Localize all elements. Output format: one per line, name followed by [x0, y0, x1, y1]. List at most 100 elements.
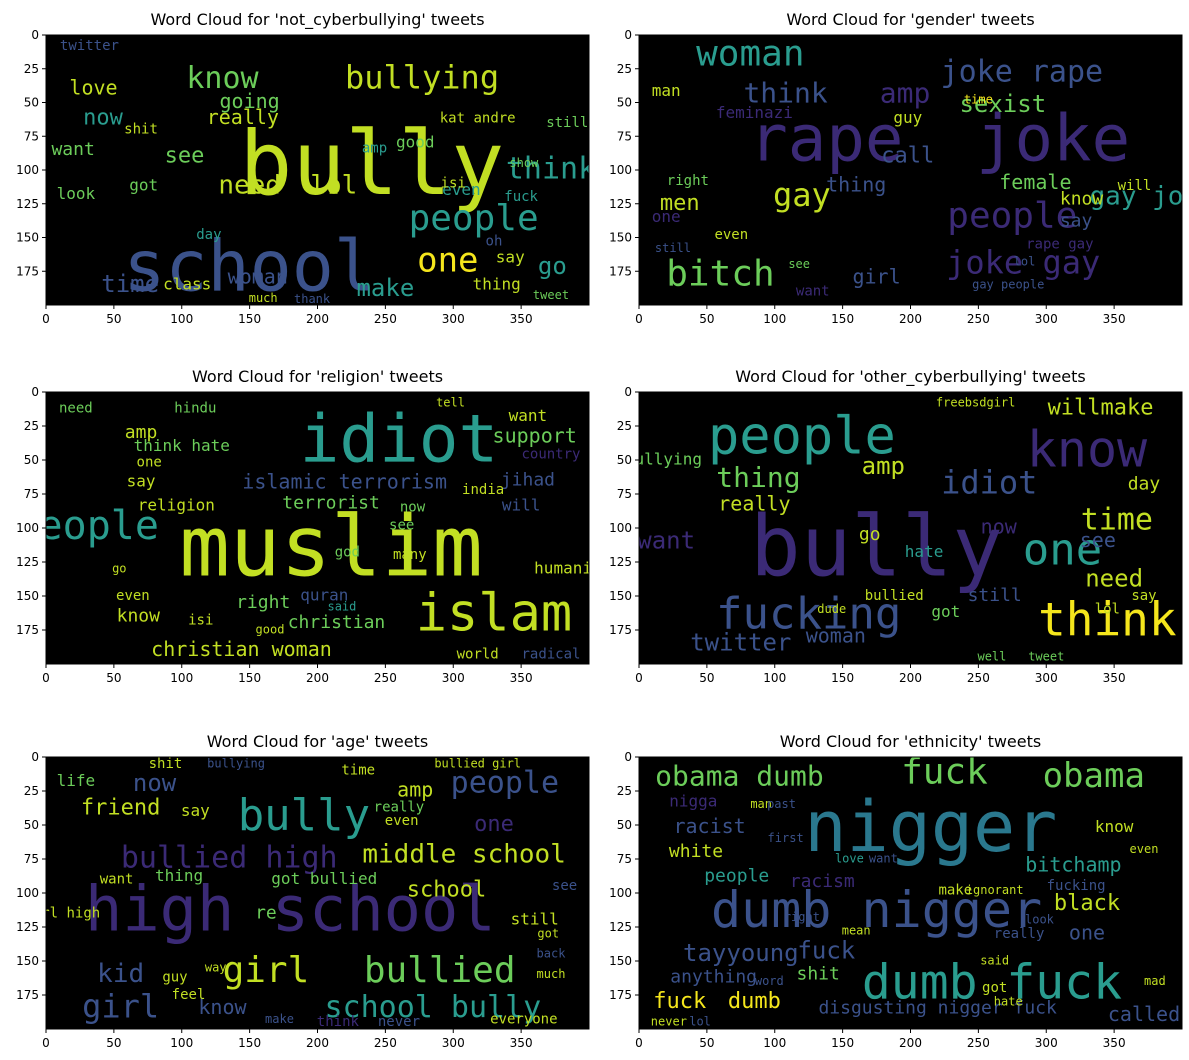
cloud-word: think hate [134, 436, 230, 455]
cloud-word: people [704, 866, 769, 887]
cloud-word: see [389, 517, 414, 533]
x-tick-label: 350 [1103, 312, 1126, 326]
cloud-word: right [784, 910, 820, 924]
y-tick-label: 100 [16, 521, 39, 535]
y-tick-label: 75 [617, 487, 632, 501]
cloud-word: black [1054, 891, 1120, 916]
cloud-word: guy [893, 108, 922, 127]
cloud-word: disgusting nigger fuck [818, 998, 1057, 1019]
cloud-word: class [163, 274, 211, 293]
panel-title: Word Cloud for 'gender' tweets [786, 10, 1034, 29]
cloud-word: middle school [362, 839, 566, 869]
cloud-word: country [521, 447, 580, 463]
cloud-word: bitchamp [1025, 852, 1121, 876]
word-layer: muslim idiot people islam islamic terrorism c… [14, 395, 589, 662]
cloud-word: thing [155, 866, 203, 885]
cloud-word: ignorant [966, 883, 1024, 897]
y-tick-label: 125 [16, 197, 39, 211]
cloud-word: really [374, 799, 425, 815]
cloud-word: got bullied [271, 869, 377, 888]
panel-title: Word Cloud for 'ethnicity' tweets [780, 732, 1041, 751]
cloud-word: religion [138, 496, 215, 515]
wordcloud-panel-6: Word Cloud for 'ethnicity' tweets nigger d… [609, 732, 1183, 1050]
y-tick-label: 125 [16, 920, 39, 934]
cloud-word: will [1118, 178, 1152, 194]
x-tick-label: 200 [899, 1036, 922, 1050]
cloud-word: nigga [669, 791, 717, 810]
cloud-word: fucking [1047, 878, 1106, 894]
cloud-word: bullied high [121, 841, 338, 876]
cloud-word: school bully [325, 990, 542, 1025]
cloud-word: want [796, 284, 830, 300]
cloud-word: tweet [1028, 650, 1064, 664]
y-tick-label: 75 [24, 129, 39, 143]
cloud-word: fuck [653, 989, 706, 1014]
cloud-word: still [546, 115, 588, 131]
cloud-word: idiot [300, 401, 499, 478]
x-tick-label: 150 [238, 671, 261, 685]
y-tick-label: 0 [624, 385, 632, 399]
y-tick-label: 75 [24, 487, 39, 501]
cloud-word: look [1025, 913, 1055, 927]
cloud-word: guy [162, 969, 187, 985]
y-tick-label: 100 [609, 521, 632, 535]
y-tick-label: 50 [24, 453, 39, 467]
cloud-word: people [708, 407, 896, 467]
wordcloud-background [639, 392, 1182, 664]
y-tick-label: 125 [609, 197, 632, 211]
cloud-word: way [205, 960, 227, 974]
cloud-word: gay [773, 176, 831, 214]
word-layer: bully people know fucking think one idiot thing… [639, 395, 1177, 664]
cloud-word: muslim [179, 497, 482, 595]
cloud-word: even [442, 180, 481, 199]
y-tick-label: 125 [609, 555, 632, 569]
cloud-word: said [327, 599, 356, 613]
cloud-word: one [652, 207, 681, 226]
x-tick-label: 250 [374, 671, 397, 685]
wordcloud-background [46, 392, 589, 664]
x-tick-label: 50 [699, 671, 714, 685]
y-tick-label: 50 [617, 818, 632, 832]
cloud-word: terrorist [282, 493, 380, 514]
cloud-word: woman [228, 265, 288, 289]
cloud-word: girl [223, 950, 310, 991]
y-tick-label: 175 [16, 264, 39, 278]
cloud-word: make [265, 1012, 294, 1026]
cloud-word: need [218, 171, 281, 201]
x-tick-label: 100 [170, 312, 193, 326]
cloud-word: call [881, 144, 934, 169]
cloud-word: shit [149, 756, 183, 772]
cloud-word: isi [441, 176, 466, 192]
cloud-word: know [1027, 421, 1148, 479]
cloud-word: obama [1043, 756, 1145, 796]
cloud-word: gay people [972, 277, 1044, 291]
cloud-word: people [947, 195, 1077, 236]
x-tick-label: 0 [635, 312, 643, 326]
x-tick-label: 100 [763, 312, 786, 326]
cloud-word: still [655, 241, 691, 255]
x-tick-label: 150 [238, 1036, 261, 1050]
x-tick-label: 350 [1103, 671, 1126, 685]
cloud-word: woman [806, 623, 866, 647]
cloud-word: girl [852, 265, 900, 289]
cloud-word: racism [790, 871, 855, 892]
wordcloud-panel-1: Word Cloud for 'not_cyberbullying' tweet… [16, 10, 590, 326]
x-tick-label: 250 [967, 312, 990, 326]
cloud-word: mean [842, 924, 871, 938]
cloud-word: thank [294, 292, 331, 306]
cloud-word: obama dumb [655, 759, 824, 792]
cloud-word: know [117, 605, 161, 626]
cloud-word: said [980, 954, 1009, 968]
cloud-word: willmake [1048, 395, 1154, 420]
x-tick-label: 200 [306, 671, 329, 685]
cloud-word: people [14, 503, 159, 549]
y-tick-label: 175 [609, 623, 632, 637]
x-tick-label: 300 [442, 1036, 465, 1050]
cloud-word: bully [238, 790, 370, 841]
cloud-word: still [511, 910, 559, 929]
cloud-word: amp [362, 140, 387, 156]
word-layer: rape joke woman joke rape think amp sexist peop… [652, 35, 1182, 300]
x-tick-label: 300 [442, 671, 465, 685]
cloud-word: islamic terrorism [242, 470, 447, 494]
